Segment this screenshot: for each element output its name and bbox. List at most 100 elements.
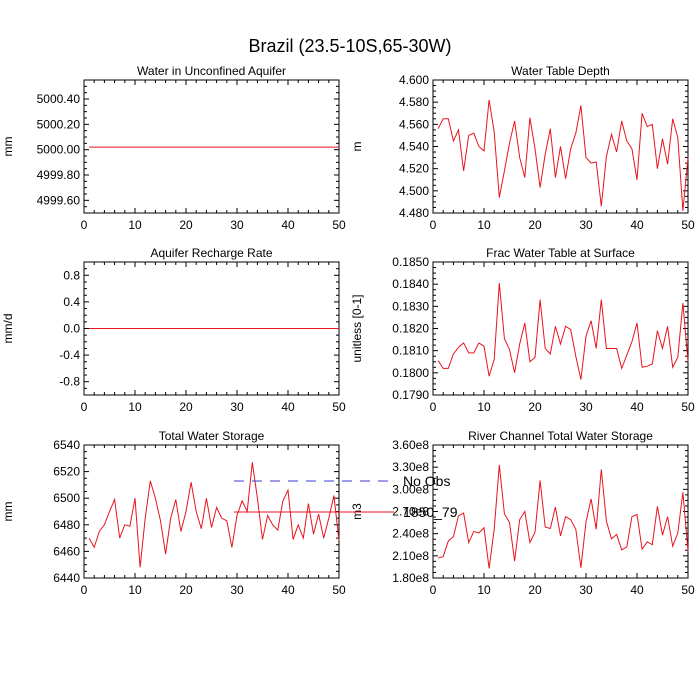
x-tick-label: 20: [528, 583, 542, 597]
chart-water-table-depth: Water Table Depth 0 10 20 30 40 50 4.480 4.500 4.…: [350, 64, 695, 232]
y-tick-label: 0.1840: [392, 277, 429, 291]
y-tick-label: 6500: [53, 491, 80, 505]
x-tick-label: 0: [430, 583, 437, 597]
y-tick-label: 5000.20: [37, 117, 81, 131]
y-tick-label: 0.1850: [392, 255, 429, 269]
chart-title: Frac Water Table at Surface: [486, 246, 635, 260]
x-tick-label: 30: [230, 218, 244, 232]
y-tick-label: 0.8: [63, 268, 80, 282]
x-tick-label: 50: [332, 218, 346, 232]
plot-frame: [432, 261, 689, 396]
chart-title: Water Table Depth: [511, 64, 610, 78]
y-tick-label: 0.0: [63, 322, 80, 336]
x-tick-label: 40: [630, 218, 644, 232]
plot-frame: [432, 444, 689, 579]
legend-1850-79-label: 1850_79: [403, 504, 458, 520]
x-tick-label: 50: [332, 400, 346, 414]
y-axis-label: mm: [1, 137, 15, 157]
chart-water-in-unconfined-aquifer: Water in Unconfined Aquifer 0 10 20 30 40 50 49…: [1, 64, 346, 232]
y-axis-label: m3: [350, 503, 364, 520]
x-tick-label: 10: [128, 400, 142, 414]
plot-frame: [83, 79, 340, 214]
y-tick-label: 6440: [53, 571, 80, 585]
y-tick-label: 4.520: [399, 162, 429, 176]
series-line-1850-79: [437, 464, 689, 569]
x-tick-label: 20: [528, 400, 542, 414]
series-line-1850-79: [437, 99, 689, 211]
x-tick-label: 20: [179, 583, 193, 597]
y-tick-label: 6520: [53, 465, 80, 479]
chart-frac-water-table-at-surface: Frac Water Table at Surface 0 10 20 30 40 50 0.…: [350, 246, 695, 414]
x-tick-label: 10: [477, 583, 491, 597]
chart-title: Water in Unconfined Aquifer: [137, 64, 286, 78]
chart-aquifer-recharge-rate: Aquifer Recharge Rate 0 10 20 30 40 50 -0.8 -0.4…: [1, 246, 346, 414]
y-axis-label: mm: [1, 502, 15, 522]
y-tick-label: 0.1790: [392, 388, 429, 402]
x-tick-label: 30: [230, 400, 244, 414]
y-tick-label: 5000.00: [37, 143, 81, 157]
chart-river-channel-total-water-storage: River Channel Total Water Storage 0 10 20 30…: [350, 429, 695, 597]
legend: No Obs 1850_79: [234, 473, 458, 520]
x-tick-label: 20: [528, 218, 542, 232]
x-tick-label: 10: [477, 218, 491, 232]
y-tick-label: 6480: [53, 518, 80, 532]
x-tick-label: 20: [179, 218, 193, 232]
series-line-1850-79: [437, 283, 689, 380]
x-tick-label: 0: [81, 400, 88, 414]
x-tick-label: 10: [477, 400, 491, 414]
x-tick-label: 50: [681, 583, 695, 597]
y-tick-label: 0.1800: [392, 366, 429, 380]
y-tick-label: 3.30e8: [392, 460, 429, 474]
y-tick-label: 4.560: [399, 117, 429, 131]
y-tick-label: 4.540: [399, 140, 429, 154]
x-tick-label: 40: [630, 400, 644, 414]
x-tick-label: 50: [681, 400, 695, 414]
y-tick-label: 6540: [53, 438, 80, 452]
chart-title: Total Water Storage: [159, 429, 265, 443]
y-tick-label: 3.60e8: [392, 438, 429, 452]
y-tick-label: 2.70e8: [392, 505, 429, 519]
x-tick-label: 50: [332, 583, 346, 597]
x-tick-label: 10: [128, 583, 142, 597]
x-tick-label: 0: [430, 400, 437, 414]
x-tick-label: 10: [128, 218, 142, 232]
x-tick-label: 40: [281, 583, 295, 597]
x-tick-label: 0: [430, 218, 437, 232]
y-tick-label: 2.40e8: [392, 527, 429, 541]
y-axis-label: m: [350, 142, 364, 152]
y-tick-label: 4.580: [399, 95, 429, 109]
x-tick-label: 50: [681, 218, 695, 232]
chart-total-water-storage: Total Water Storage 0 10 20 30 40 50 6440 6460 64…: [1, 429, 346, 597]
series-line-1850-79: [88, 462, 340, 568]
y-tick-label: 0.1830: [392, 299, 429, 313]
y-tick-label: 6460: [53, 544, 80, 558]
y-axis-label: mm/d: [1, 314, 15, 344]
y-tick-label: 3.00e8: [392, 482, 429, 496]
y-tick-label: -0.4: [59, 348, 80, 362]
x-tick-label: 0: [81, 583, 88, 597]
x-tick-label: 40: [630, 583, 644, 597]
charts-area: Water in Unconfined Aquifer 0 10 20 30 40 50 49…: [1, 64, 695, 597]
x-tick-label: 40: [281, 400, 295, 414]
y-tick-label: 4.600: [399, 73, 429, 87]
figure-title: Brazil (23.5-10S,65-30W): [248, 36, 451, 56]
y-tick-label: 0.1820: [392, 322, 429, 336]
x-tick-label: 40: [281, 218, 295, 232]
y-tick-label: 4999.80: [37, 168, 81, 182]
x-tick-label: 20: [179, 400, 193, 414]
y-tick-label: 4.480: [399, 206, 429, 220]
y-tick-label: 0.4: [63, 295, 80, 309]
y-tick-label: 4.500: [399, 184, 429, 198]
legend-no-obs-label: No Obs: [403, 473, 450, 489]
x-tick-label: 30: [230, 583, 244, 597]
y-tick-label: 4999.60: [37, 193, 81, 207]
x-tick-label: 30: [579, 218, 593, 232]
y-tick-label: 0.1810: [392, 344, 429, 358]
y-tick-label: 2.10e8: [392, 549, 429, 563]
chart-title: River Channel Total Water Storage: [468, 429, 653, 443]
x-tick-label: 0: [81, 218, 88, 232]
y-tick-label: -0.8: [59, 375, 80, 389]
y-axis-label: unitless [0-1]: [350, 294, 364, 362]
x-tick-label: 30: [579, 583, 593, 597]
